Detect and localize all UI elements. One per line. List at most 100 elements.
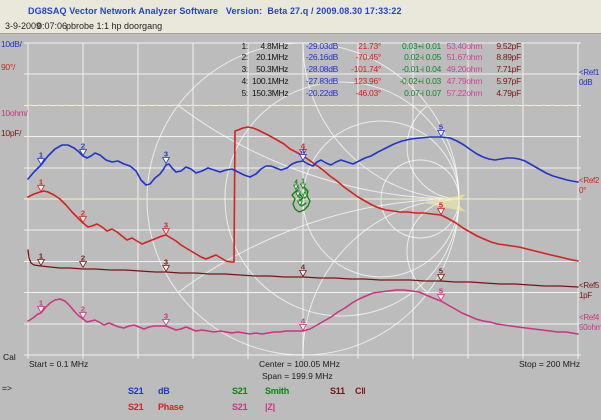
marker-number-s21-db-4: 4 (301, 147, 306, 156)
marker-table-cell-r3-c6[interactable]: 7.71pF (496, 64, 521, 75)
marker-table-cell-r5-c6[interactable]: 4.79pF (496, 87, 521, 98)
marker-number-s21-phase-3: 3 (164, 221, 168, 230)
marker-table-cell-r2-c6[interactable]: 8.89pF (496, 52, 521, 63)
trace-s21-phase (27, 126, 579, 263)
marker-triangle-s11-c-parallel-3[interactable] (161, 265, 171, 273)
marker-triangle-s21-z-1[interactable] (36, 306, 46, 314)
marker-table-cell-r3-c1[interactable]: 50.3MHz (256, 64, 288, 75)
trace-s21-db (27, 136, 579, 186)
marker-triangle-s11-c-parallel-1[interactable] (36, 259, 46, 267)
marker-number-s21-phase-2: 2 (81, 209, 85, 218)
scale-label-pf-per-div[interactable]: 10pF/ (1, 128, 22, 138)
marker-table-cell-r3-c4[interactable]: -0.01-i 0.04 (401, 64, 442, 75)
marker-table-cell-r4-c4[interactable]: -0.02+i 0.03 (399, 75, 441, 86)
legend-s21-z-format[interactable]: |Z| (265, 402, 275, 412)
ref-label-ref2[interactable]: <Ref2 0° (579, 176, 600, 195)
marker-table-cell-r5-c4[interactable]: 0.07-i 0.07 (404, 87, 441, 98)
trace-s21-smith (291, 186, 311, 213)
marker-table-cell-r2-c0[interactable]: 2: (241, 52, 249, 63)
marker-number-s21-z-4: 4 (301, 317, 306, 326)
marker-triangle-s11-c-parallel-4[interactable] (298, 270, 308, 278)
marker-triangle-s21-phase-4[interactable] (298, 149, 308, 157)
status-date: 3-9-2009 (5, 21, 42, 31)
markers-s11-c-parallel[interactable]: 1 2 3 4 5 (36, 252, 446, 282)
markers-s21-z[interactable]: 1 2 3 4 5 (36, 287, 446, 332)
marker-table-cell-r3-c3[interactable]: -101.74° (351, 64, 381, 75)
marker-table-cell-r1-c1[interactable]: 4.8MHz (260, 40, 289, 51)
marker-table-cell-r5-c1[interactable]: 150.3MHz (252, 87, 289, 98)
marker-triangle-s21-smith-2[interactable] (294, 191, 302, 198)
marker-table-cell-r5-c5[interactable]: 57.22ohm (446, 87, 483, 98)
marker-triangle-s21-smith-3[interactable] (301, 193, 309, 200)
marker-triangle-s21-phase-5[interactable] (436, 208, 446, 216)
marker-triangle-s11-c-parallel-5[interactable] (436, 274, 446, 282)
marker-table-cell-r5-c3[interactable]: -46.03° (355, 87, 382, 98)
marker-table-cell-r3-c5[interactable]: 49.20ohm (446, 64, 483, 75)
marker-table-cell-r4-c3[interactable]: 123.96° (353, 75, 382, 86)
marker-triangle-s21-db-1[interactable] (36, 158, 46, 166)
marker-table-cell-r2-c4[interactable]: 0.02-i 0.05 (404, 52, 441, 63)
marker-table-cell-r4-c2[interactable]: -27.83dB (305, 75, 338, 86)
marker-triangle-s21-z-4[interactable] (298, 324, 308, 332)
markers-s21-smith[interactable]: 4 12 35 (292, 179, 309, 207)
legend-s21-db-format[interactable]: dB (158, 386, 170, 396)
marker-triangle-s21-db-4[interactable] (298, 154, 308, 162)
marker-triangle-s21-smith-4[interactable] (292, 184, 300, 191)
ref-label-ref5[interactable]: <Ref5 1pF (579, 281, 600, 300)
marker-table-cell-r5-c2[interactable]: -20.22dB (305, 87, 338, 98)
marker-table-cell-r4-c0[interactable]: 4: (241, 75, 249, 86)
marker-triangle-s21-db-3[interactable] (161, 157, 171, 165)
marker-number-s21-z-5: 5 (439, 287, 443, 296)
ref-label-ref1[interactable]: <Ref1 0dB (579, 68, 600, 87)
marker-table-cell-r4-c6[interactable]: 5.97pF (496, 75, 521, 86)
marker-table-cell-r2-c3[interactable]: -70.45° (355, 52, 382, 63)
legend-s11-c-format[interactable]: C‖ (355, 386, 366, 396)
scale-label-ohm-per-div[interactable]: 10ohm/ (1, 108, 28, 118)
legend-s21-phase-trace[interactable]: S21 (128, 402, 144, 412)
marker-triangle-s21-db-5[interactable] (436, 130, 446, 138)
marker-triangle-s21-z-2[interactable] (78, 312, 88, 320)
marker-triangle-s21-z-5[interactable] (436, 294, 446, 302)
marker-table-cell-r1-c0[interactable]: 1: (241, 40, 249, 51)
markers-s21-db[interactable]: 1 2 3 4 5 (36, 123, 446, 166)
marker-triangle-s21-z-3[interactable] (161, 319, 171, 327)
marker-table-cell-r4-c5[interactable]: 47.79ohm (446, 75, 483, 86)
ref-label-ref4[interactable]: <Ref4 50ohm (579, 313, 601, 332)
scale-label-deg-per-div[interactable]: 90°/ (1, 62, 16, 72)
legend-s21-db-trace[interactable]: S21 (128, 386, 144, 396)
legend-s21-phase-format[interactable]: Phase (158, 402, 184, 412)
marker-table-cell-r3-c0[interactable]: 3: (241, 64, 249, 75)
marker-triangle-s21-smith-1[interactable] (299, 183, 307, 190)
cursor-arrow (423, 193, 467, 213)
legend-s11-c-trace[interactable]: S11 (330, 386, 345, 396)
marker-triangle-s21-phase-3[interactable] (161, 228, 171, 236)
marker-table-cell-r1-c4[interactable]: 0.03+i 0.01 (401, 40, 441, 51)
marker-table-cell-r1-c3[interactable]: 21.73° (358, 40, 381, 51)
axis-span-label: Span = 199.9 MHz (262, 371, 333, 381)
marker-triangle-s21-phase-1[interactable] (36, 185, 46, 193)
marker-triangle-s21-phase-2[interactable] (78, 216, 88, 224)
marker-table-cell-r3-c2[interactable]: -28.08dB (305, 64, 338, 75)
marker-table-cell-r5-c0[interactable]: 5: (241, 87, 249, 98)
marker-table-cell-r2-c5[interactable]: 51.67ohm (446, 52, 483, 63)
marker-number-s11-c-parallel-3: 3 (164, 258, 168, 267)
scale-label-db-per-div[interactable]: 10dB/ (1, 39, 22, 49)
marker-triangle-s11-c-parallel-2[interactable] (78, 261, 88, 269)
marker-number-s21-db-2: 2 (81, 142, 85, 151)
marker-triangle-s21-smith-5[interactable] (296, 200, 304, 207)
marker-table-cell-r4-c1[interactable]: 100.1MHz (252, 75, 289, 86)
marker-number-s21-smith-3: 3 (303, 189, 307, 195)
marker-number-s21-phase-1: 1 (39, 178, 43, 187)
marker-triangle-s21-db-2[interactable] (78, 149, 88, 157)
marker-table-cell-r1-c5[interactable]: 53.40ohm (446, 40, 483, 51)
legend-s21-smith-format[interactable]: Smith (265, 386, 290, 396)
marker-table-cell-r2-c1[interactable]: 20.1MHz (256, 52, 288, 63)
marker-table-cell-r1-c6[interactable]: 9.52pF (496, 40, 521, 51)
legend-s21-z-trace[interactable]: S21 (232, 402, 248, 412)
marker-table-cell-r2-c2[interactable]: -26.16dB (305, 52, 338, 63)
trace-s21-z (27, 289, 579, 335)
marker-table-cell-r1-c2[interactable]: -29.03dB (305, 40, 338, 51)
legend-s21-smith-trace[interactable]: S21 (232, 386, 248, 396)
